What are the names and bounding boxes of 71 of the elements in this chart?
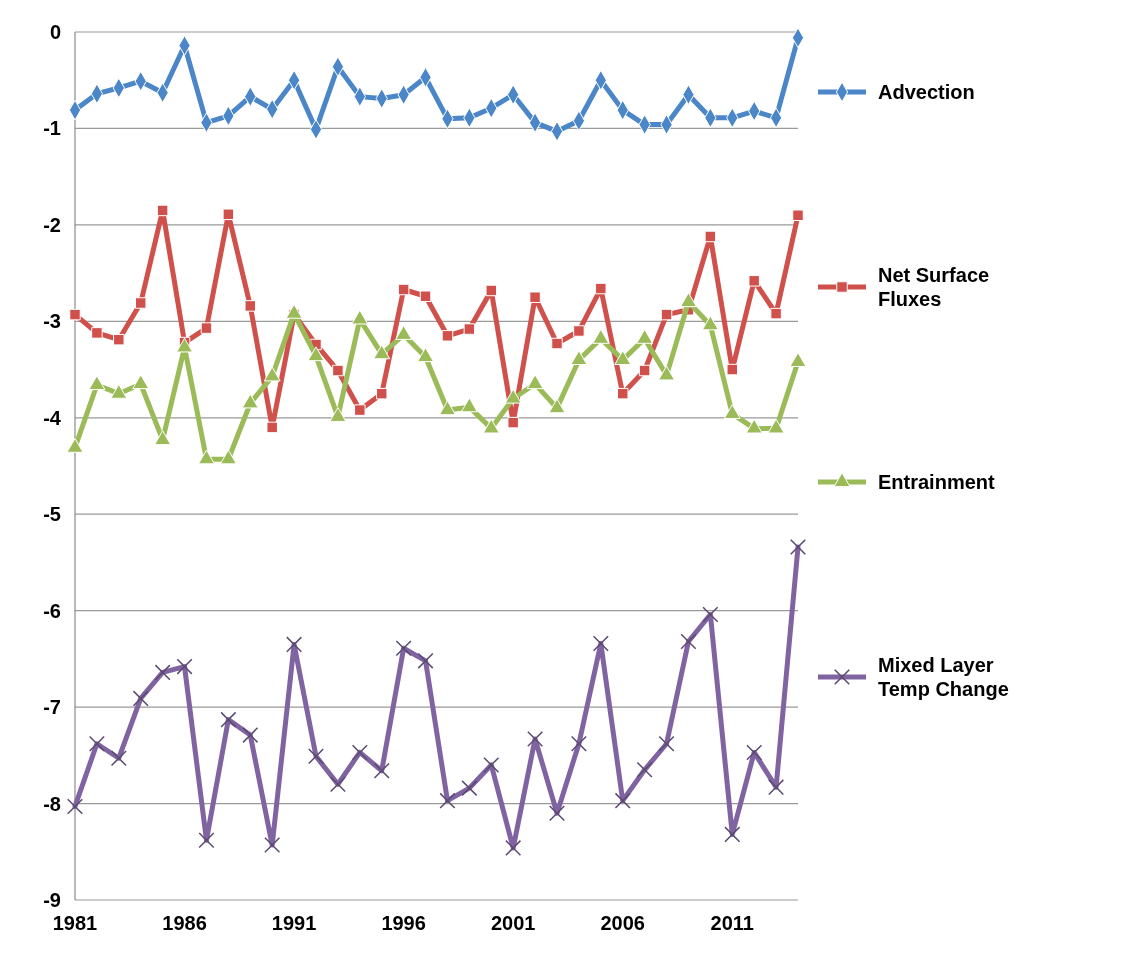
point	[463, 323, 476, 335]
y-tick-label: -3	[43, 310, 61, 333]
point	[154, 430, 172, 446]
x-tick-label: 1991	[271, 912, 317, 934]
point	[614, 350, 632, 366]
x-tick-label: 2001	[490, 912, 536, 934]
point	[197, 449, 215, 465]
point	[222, 208, 235, 221]
point	[616, 387, 629, 400]
x-tick-label: 1981	[52, 912, 98, 934]
legend-label: Net Surface Fluxes	[878, 264, 990, 310]
x-tick-label: 1986	[162, 912, 207, 934]
point	[660, 308, 673, 321]
point	[548, 398, 566, 414]
point	[113, 333, 125, 346]
y-tick-label: -7	[43, 696, 61, 719]
point	[419, 290, 432, 302]
point	[332, 364, 344, 377]
point	[354, 404, 366, 416]
point	[570, 350, 588, 366]
point	[263, 366, 281, 382]
point	[551, 337, 563, 350]
point	[375, 387, 388, 400]
point	[156, 204, 169, 217]
point	[595, 282, 607, 295]
point	[726, 363, 739, 376]
point	[507, 416, 519, 429]
point	[69, 308, 81, 321]
point	[704, 230, 717, 243]
y-tick-label: -8	[43, 792, 61, 815]
x-tick-label: 2011	[710, 912, 754, 934]
x-tick-label: 2006	[600, 912, 645, 934]
legend-label: Mixed Layer Temp Change	[878, 654, 1009, 700]
legend-label: Entrainment	[878, 471, 996, 493]
point	[373, 344, 391, 360]
point	[219, 449, 237, 465]
point	[200, 322, 213, 334]
point	[638, 364, 651, 377]
point	[244, 300, 257, 312]
y-tick-label: -4	[43, 406, 62, 429]
y-tick-label: 0	[49, 21, 61, 43]
point	[460, 397, 478, 413]
point	[134, 297, 147, 309]
point	[748, 275, 760, 287]
y-tick-label: -2	[43, 213, 61, 236]
point	[307, 346, 325, 362]
point	[329, 407, 347, 422]
point	[241, 393, 259, 409]
point	[485, 284, 498, 297]
point	[132, 374, 150, 390]
point	[529, 291, 541, 303]
point	[679, 292, 697, 308]
x-tick-label: 1996	[381, 912, 426, 934]
y-tick-label: -5	[43, 503, 61, 526]
point	[397, 283, 410, 296]
point	[573, 325, 585, 337]
y-tick-label: -1	[43, 117, 61, 140]
y-tick-label: -9	[43, 889, 61, 911]
point	[792, 209, 804, 221]
point	[441, 330, 454, 342]
point	[417, 347, 435, 363]
point	[723, 404, 741, 420]
point	[770, 307, 782, 320]
point	[526, 374, 544, 390]
y-tick-label: -6	[43, 599, 61, 622]
point	[88, 375, 106, 391]
point	[438, 400, 456, 416]
point	[91, 327, 103, 339]
legend-label: Advection	[878, 81, 975, 103]
point	[266, 421, 278, 434]
point	[701, 315, 719, 331]
